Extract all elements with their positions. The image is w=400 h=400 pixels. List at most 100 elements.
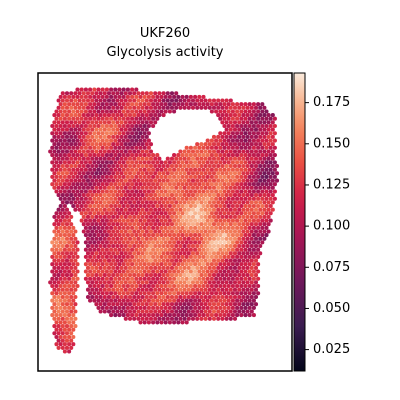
spot <box>102 142 107 147</box>
spot <box>50 240 55 245</box>
spot <box>58 102 63 107</box>
spot <box>52 243 57 249</box>
spot <box>148 171 154 176</box>
spot <box>138 320 143 325</box>
spot <box>237 287 242 292</box>
spot <box>167 109 172 114</box>
spot <box>197 145 202 150</box>
spot <box>123 149 128 154</box>
spot <box>232 149 238 154</box>
spot <box>85 171 91 176</box>
spot <box>54 262 59 267</box>
spot <box>228 214 233 219</box>
spot <box>138 269 143 274</box>
spot <box>140 287 145 292</box>
spot <box>104 145 109 150</box>
spot <box>155 269 160 274</box>
spot <box>222 196 227 201</box>
spot <box>232 316 238 321</box>
spot <box>119 127 124 132</box>
spot <box>272 189 277 194</box>
spot <box>159 160 164 165</box>
spot <box>71 283 76 289</box>
spot <box>163 189 168 194</box>
spot <box>155 116 160 121</box>
spot <box>85 98 91 103</box>
spot <box>85 222 91 227</box>
spot <box>228 222 233 227</box>
spot <box>92 116 97 121</box>
spot <box>81 193 86 198</box>
spot <box>94 236 99 241</box>
spot <box>241 258 246 263</box>
spot <box>130 123 135 129</box>
spot <box>142 174 147 179</box>
spot <box>249 134 254 139</box>
spot <box>256 203 261 209</box>
spot <box>121 269 126 274</box>
spot <box>169 222 175 227</box>
spot <box>161 302 166 307</box>
spot <box>163 102 168 107</box>
spot <box>148 309 154 314</box>
spot <box>161 171 166 176</box>
spot <box>60 309 65 314</box>
spot <box>178 265 183 270</box>
spot <box>172 262 177 267</box>
spot <box>153 113 158 118</box>
spot <box>90 185 95 190</box>
spot <box>123 243 128 249</box>
spot <box>142 203 147 209</box>
spot <box>239 196 244 201</box>
spot <box>161 251 166 256</box>
spot <box>69 229 74 234</box>
spot <box>117 189 122 194</box>
spot <box>85 178 91 183</box>
spot <box>117 240 122 245</box>
spot <box>56 185 61 190</box>
spot <box>71 109 76 114</box>
spot <box>134 276 139 281</box>
spot <box>235 291 240 296</box>
spot <box>245 185 250 190</box>
spot <box>199 156 204 161</box>
spot <box>109 116 114 121</box>
spot <box>216 178 221 183</box>
spot <box>184 145 189 150</box>
spot <box>245 156 250 161</box>
spot <box>230 102 235 107</box>
spot <box>167 189 172 194</box>
spot <box>188 153 193 158</box>
spot <box>88 283 93 289</box>
spot <box>209 153 214 158</box>
spot <box>188 313 193 318</box>
spot <box>251 196 256 201</box>
spot <box>214 189 219 194</box>
spot <box>104 182 109 187</box>
spot <box>235 276 240 281</box>
spot <box>117 131 122 136</box>
spot <box>211 98 217 103</box>
spot <box>111 163 116 169</box>
spot <box>197 94 202 99</box>
spot <box>58 240 63 245</box>
spot <box>113 94 118 99</box>
spot <box>115 91 120 96</box>
spot <box>195 163 200 169</box>
spot <box>253 142 259 147</box>
spot <box>182 156 187 161</box>
spot <box>270 127 275 132</box>
spot <box>253 243 259 249</box>
spot <box>264 211 269 216</box>
spot <box>230 298 235 303</box>
spot <box>92 87 97 92</box>
spot <box>153 243 158 249</box>
spot <box>167 102 172 107</box>
spot <box>270 120 275 125</box>
spot <box>144 156 149 161</box>
spot <box>148 294 154 300</box>
spot <box>214 254 219 259</box>
spot <box>176 218 181 223</box>
spot <box>71 225 76 230</box>
spot <box>71 233 76 238</box>
